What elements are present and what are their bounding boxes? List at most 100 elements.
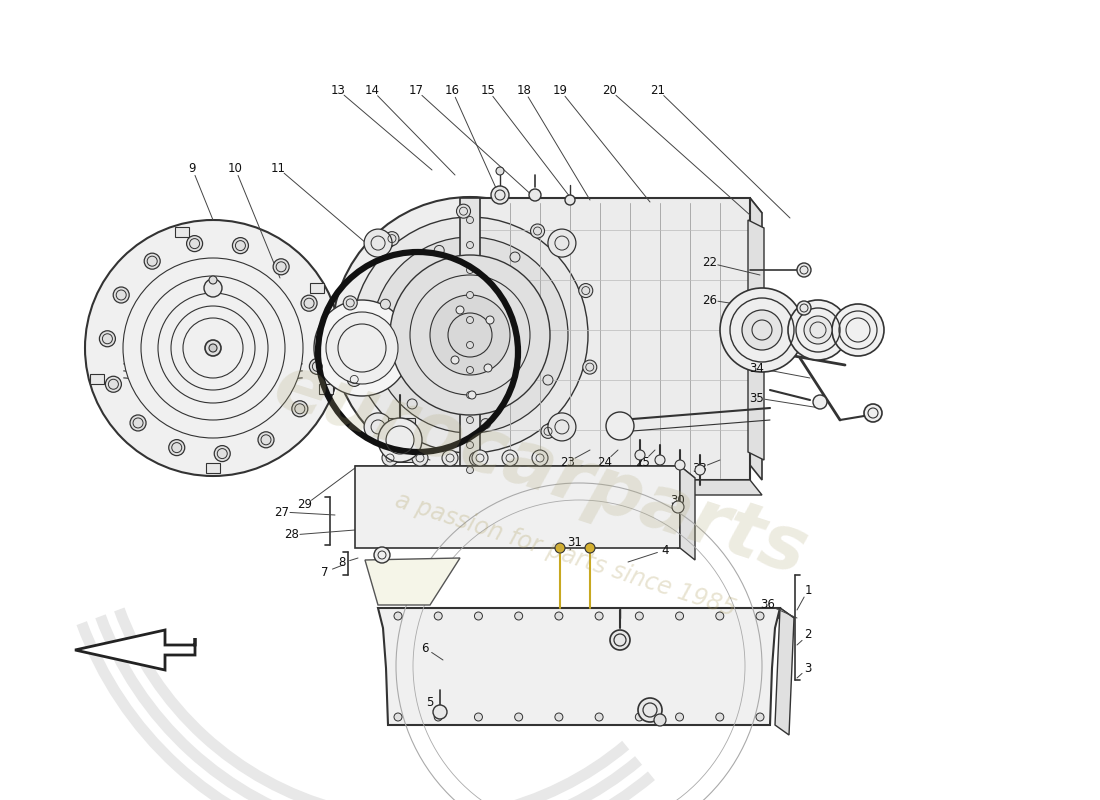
Circle shape [352,217,588,453]
Circle shape [595,713,603,721]
Text: 21: 21 [650,83,666,97]
Text: 18: 18 [517,83,531,97]
Circle shape [583,360,597,374]
Text: 3: 3 [804,662,812,674]
Circle shape [675,713,683,721]
Circle shape [585,543,595,553]
Circle shape [515,612,522,620]
Circle shape [695,465,705,475]
Circle shape [209,344,217,352]
Circle shape [214,446,230,462]
Circle shape [209,276,217,284]
Circle shape [470,452,484,466]
Circle shape [292,401,308,417]
Circle shape [130,415,146,431]
Circle shape [529,189,541,201]
Circle shape [456,306,464,314]
Circle shape [158,293,268,403]
Circle shape [720,288,804,372]
Circle shape [412,450,428,466]
Circle shape [554,713,563,721]
Circle shape [496,167,504,175]
Circle shape [170,306,255,390]
Circle shape [99,330,116,346]
Text: 11: 11 [271,162,286,174]
Circle shape [804,316,832,344]
Circle shape [144,253,161,269]
Circle shape [466,242,473,249]
Circle shape [168,440,185,456]
Circle shape [466,442,473,449]
Text: 14: 14 [364,83,380,97]
Polygon shape [470,198,762,213]
Circle shape [675,460,685,470]
Text: 4: 4 [661,543,669,557]
Circle shape [258,432,274,448]
Circle shape [474,713,483,721]
Text: 30: 30 [671,494,685,506]
Text: 12: 12 [376,437,392,450]
Circle shape [309,358,326,374]
Circle shape [468,391,476,399]
Circle shape [466,217,473,223]
Circle shape [434,612,442,620]
Circle shape [434,246,444,255]
Text: 13: 13 [331,83,345,97]
Polygon shape [310,283,323,293]
Text: 33: 33 [693,462,707,474]
Circle shape [372,237,568,433]
Polygon shape [378,608,794,618]
Circle shape [394,612,402,620]
Circle shape [348,373,361,386]
Polygon shape [319,384,333,394]
Polygon shape [355,466,695,478]
Circle shape [187,236,202,252]
Circle shape [484,364,492,372]
Circle shape [364,413,392,441]
Polygon shape [75,630,195,670]
Text: 29: 29 [297,498,312,511]
Circle shape [638,698,662,722]
Circle shape [798,301,811,315]
Circle shape [332,197,608,473]
Circle shape [396,432,409,446]
Circle shape [456,204,471,218]
Polygon shape [470,198,750,480]
Circle shape [756,612,764,620]
Circle shape [554,612,563,620]
Circle shape [430,295,510,375]
Text: 28: 28 [285,529,299,542]
Polygon shape [680,466,695,560]
Polygon shape [750,198,762,480]
Circle shape [378,418,422,462]
Circle shape [326,312,398,384]
Circle shape [374,547,390,563]
Circle shape [451,356,459,364]
Circle shape [675,612,683,620]
Circle shape [301,295,317,311]
Circle shape [813,395,827,409]
Circle shape [548,229,576,257]
Circle shape [530,224,544,238]
Circle shape [548,413,576,441]
Circle shape [364,229,392,257]
Circle shape [635,450,645,460]
Circle shape [654,455,666,465]
Text: 25: 25 [636,455,650,469]
Text: 9: 9 [188,162,196,174]
Polygon shape [776,608,794,735]
Circle shape [466,366,473,374]
Circle shape [113,287,129,303]
Text: 1: 1 [804,583,812,597]
Circle shape [606,412,634,440]
Circle shape [756,713,764,721]
Circle shape [273,258,289,274]
Polygon shape [470,480,762,495]
Text: 22: 22 [703,257,717,270]
Circle shape [466,342,473,349]
Text: 16: 16 [444,83,460,97]
Circle shape [466,391,473,398]
Circle shape [472,450,488,466]
Circle shape [579,283,593,298]
Text: 31: 31 [568,535,582,549]
